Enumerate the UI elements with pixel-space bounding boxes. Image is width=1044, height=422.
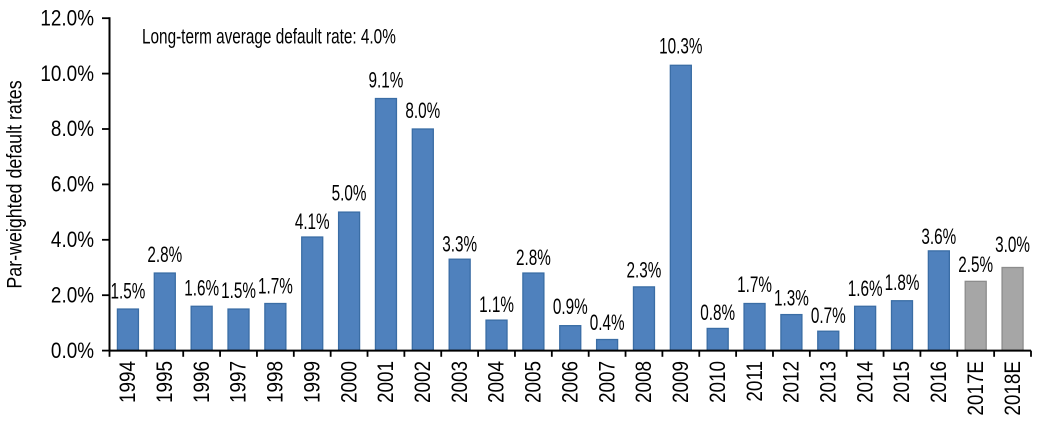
svg-text:4.1%: 4.1% [295, 210, 330, 234]
svg-text:1999: 1999 [300, 361, 325, 403]
svg-text:2.5%: 2.5% [958, 253, 993, 277]
svg-text:9.1%: 9.1% [369, 69, 404, 93]
svg-text:2017E: 2017E [964, 361, 989, 416]
svg-text:12.0%: 12.0% [40, 6, 94, 31]
svg-text:1.6%: 1.6% [184, 277, 219, 301]
svg-text:2012: 2012 [779, 361, 804, 403]
svg-text:8.0%: 8.0% [405, 100, 440, 124]
svg-text:1.5%: 1.5% [221, 279, 256, 303]
svg-text:1994: 1994 [116, 361, 141, 403]
svg-text:2.0%: 2.0% [51, 283, 94, 308]
svg-text:1998: 1998 [263, 361, 288, 403]
svg-text:1996: 1996 [190, 361, 215, 403]
svg-text:3.3%: 3.3% [442, 233, 477, 257]
svg-text:2007: 2007 [595, 361, 620, 403]
svg-text:2015: 2015 [890, 361, 915, 403]
svg-text:2001: 2001 [374, 361, 399, 403]
svg-text:2008: 2008 [632, 361, 657, 403]
svg-text:10.3%: 10.3% [659, 35, 702, 59]
svg-text:2018E: 2018E [1000, 361, 1025, 416]
svg-text:8.0%: 8.0% [51, 117, 94, 142]
svg-text:0.4%: 0.4% [590, 312, 625, 336]
svg-text:2002: 2002 [411, 361, 436, 403]
svg-text:0.9%: 0.9% [553, 296, 588, 320]
svg-text:2004: 2004 [484, 361, 509, 403]
svg-text:6.0%: 6.0% [51, 172, 94, 197]
svg-text:2013: 2013 [816, 361, 841, 403]
svg-text:2000: 2000 [337, 361, 362, 403]
svg-text:1995: 1995 [153, 361, 178, 403]
svg-text:Par-weighted default rates: Par-weighted default rates [3, 80, 27, 288]
svg-text:10.0%: 10.0% [40, 61, 94, 86]
svg-text:1997: 1997 [226, 361, 251, 403]
svg-text:2011: 2011 [742, 361, 767, 402]
svg-text:1.1%: 1.1% [479, 293, 514, 317]
svg-text:1.6%: 1.6% [848, 277, 883, 301]
svg-text:2016: 2016 [927, 361, 952, 403]
svg-text:Long-term average default rate: Long-term average default rate: 4.0% [142, 24, 396, 48]
svg-text:2003: 2003 [448, 361, 473, 403]
svg-text:5.0%: 5.0% [332, 182, 367, 206]
svg-text:4.0%: 4.0% [51, 228, 94, 253]
svg-text:3.6%: 3.6% [921, 225, 956, 249]
svg-text:2005: 2005 [521, 361, 546, 403]
svg-text:0.7%: 0.7% [811, 305, 846, 329]
svg-text:1.7%: 1.7% [737, 273, 772, 297]
svg-text:0.8%: 0.8% [700, 301, 735, 325]
svg-text:2.8%: 2.8% [147, 243, 182, 267]
svg-text:2010: 2010 [706, 361, 731, 403]
svg-text:1.8%: 1.8% [885, 272, 920, 296]
svg-text:1.5%: 1.5% [111, 280, 146, 304]
svg-text:3.0%: 3.0% [995, 233, 1030, 257]
svg-text:2009: 2009 [669, 361, 694, 403]
svg-text:1.3%: 1.3% [774, 287, 809, 311]
svg-text:2.8%: 2.8% [516, 246, 551, 270]
svg-text:2006: 2006 [558, 361, 583, 403]
svg-text:2014: 2014 [853, 361, 878, 403]
svg-text:1.7%: 1.7% [258, 275, 293, 299]
svg-text:2.3%: 2.3% [627, 259, 662, 283]
svg-text:0.0%: 0.0% [51, 338, 94, 363]
